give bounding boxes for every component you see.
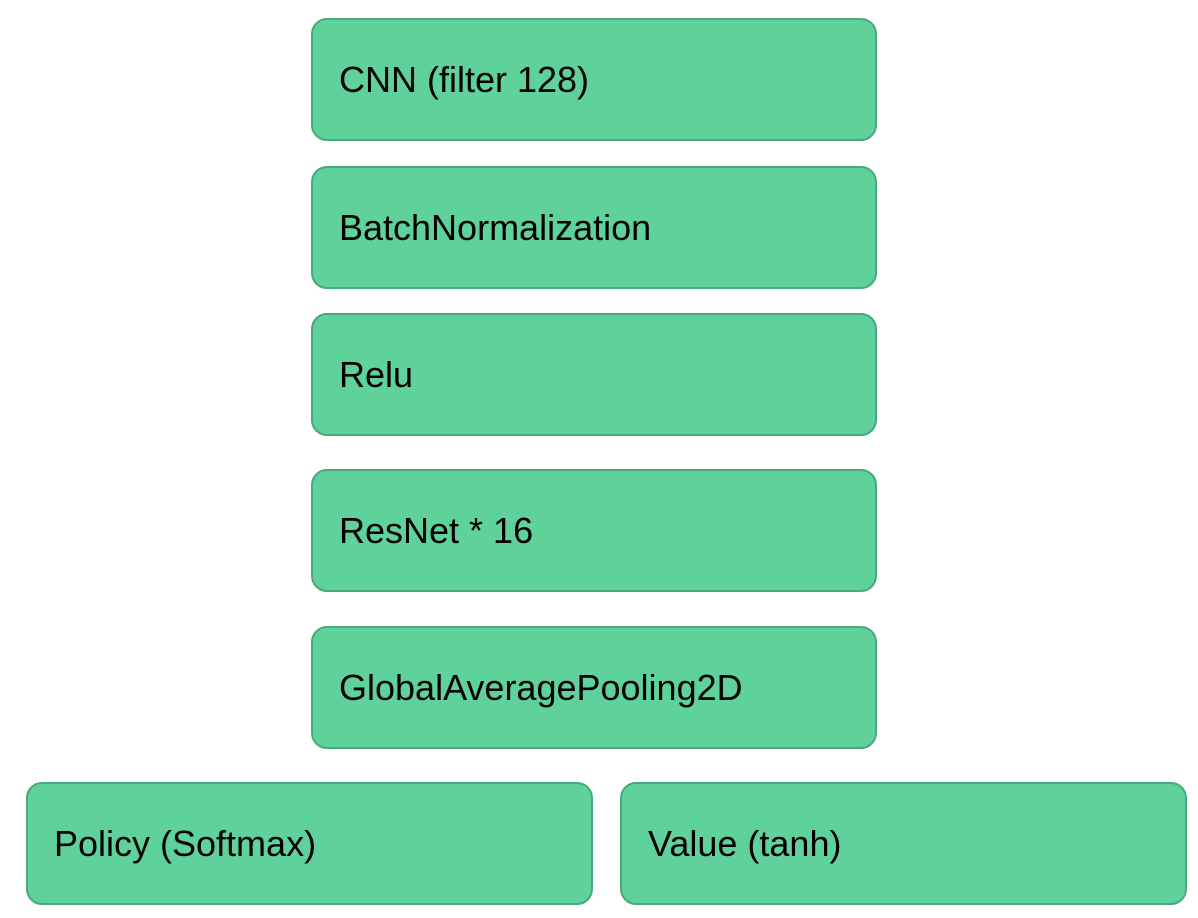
value-head-block: Value (tanh) [620, 782, 1187, 905]
batch-normalization-block: BatchNormalization [311, 166, 877, 289]
global-average-pooling-label: GlobalAveragePooling2D [339, 666, 743, 708]
policy-head-label: Policy (Softmax) [54, 822, 317, 864]
batch-normalization-label: BatchNormalization [339, 206, 652, 248]
resnet-block: ResNet * 16 [311, 469, 877, 592]
global-average-pooling-block: GlobalAveragePooling2D [311, 626, 877, 749]
cnn-layer-block: CNN (filter 128) [311, 18, 877, 141]
cnn-layer-label: CNN (filter 128) [339, 58, 590, 100]
resnet-label: ResNet * 16 [339, 509, 534, 551]
policy-head-block: Policy (Softmax) [26, 782, 593, 905]
relu-label: Relu [339, 353, 414, 395]
value-head-label: Value (tanh) [648, 822, 842, 864]
relu-block: Relu [311, 313, 877, 436]
